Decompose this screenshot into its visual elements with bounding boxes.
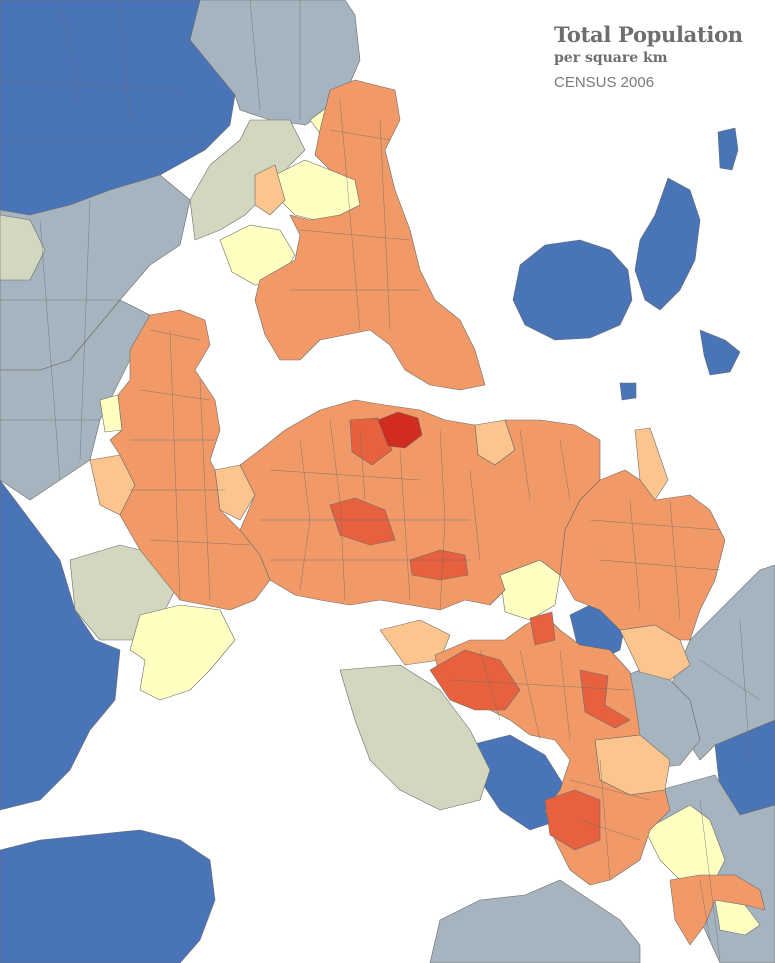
region-low-south xyxy=(429,879,641,963)
map-title: Total Population xyxy=(554,22,743,47)
island-very-low-southeast xyxy=(699,329,741,376)
region-light-orange-north xyxy=(254,164,286,216)
region-pale-southeast xyxy=(644,804,726,881)
region-red-cbd xyxy=(377,411,423,449)
region-rural-west-coast xyxy=(0,214,46,281)
region-dark-orange-central xyxy=(329,497,396,546)
map-legend: Total Population per square km CENSUS 20… xyxy=(554,22,743,94)
island-very-low-east xyxy=(634,177,701,311)
suburb-borders xyxy=(0,0,761,961)
region-dark-orange-harbour xyxy=(529,611,556,646)
region-orange-isthmus xyxy=(239,399,601,611)
region-very-low-southwest xyxy=(0,829,216,963)
region-orange-northshore xyxy=(254,79,486,391)
region-dark-orange-east-central xyxy=(409,549,469,581)
region-low-west-mid xyxy=(0,299,151,501)
region-orange-eastern-suburbs xyxy=(559,469,726,641)
island-very-low-tiny xyxy=(619,382,637,401)
region-light-orange-harbour xyxy=(379,619,451,666)
region-orange-west-auckland xyxy=(109,309,271,611)
island-very-low-small xyxy=(717,127,739,171)
region-dark-orange-east xyxy=(579,669,631,729)
region-rural-northwest xyxy=(189,119,306,241)
region-very-low-west xyxy=(0,479,121,811)
island-very-low-large xyxy=(512,239,633,341)
region-orange-southeast xyxy=(669,874,766,946)
map-subtitle: per square km xyxy=(554,50,668,66)
region-dark-orange-otahuhu xyxy=(429,649,521,711)
region-dark-orange-manukau xyxy=(544,789,601,851)
map-source: CENSUS 2006 xyxy=(554,74,655,91)
region-pale-southwest xyxy=(129,604,236,701)
region-light-orange-eastcoast xyxy=(634,427,669,501)
region-rural-mangere xyxy=(339,664,491,811)
